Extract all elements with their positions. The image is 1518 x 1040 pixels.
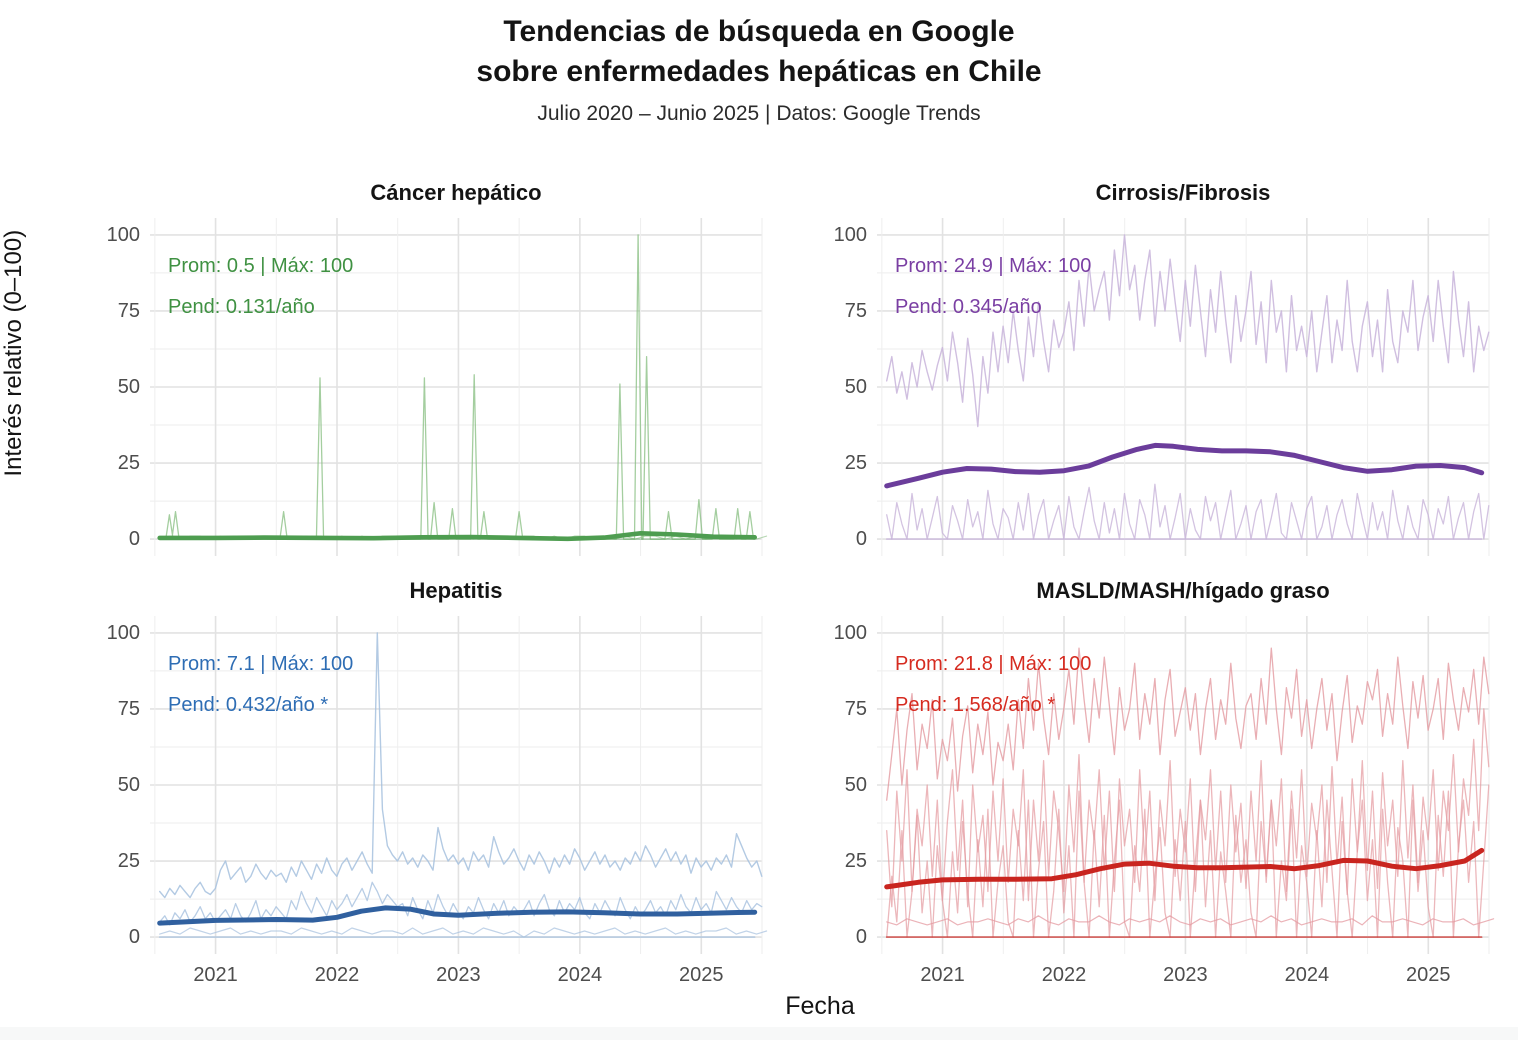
chart-title-line-2: sobre enfermedades hepáticas en Chile: [476, 55, 1042, 88]
y-tick-label: 100: [833, 223, 867, 246]
panel-cirrosis-fibrosis: Cirrosis/Fibrosis Prom: 24.9 | Máx: 100 …: [834, 180, 1490, 556]
x-tick-label: 2025: [679, 964, 724, 986]
y-tick-label: 25: [844, 452, 867, 475]
y-tick-label: 0: [855, 926, 867, 949]
y-tick-label: 25: [117, 452, 140, 475]
x-tick-label: 2021: [193, 964, 238, 986]
annotation-slope: Pend: 0.432/año *: [168, 694, 329, 716]
panel-title: Cáncer hepático: [370, 180, 542, 205]
panel-annotation: Prom: 24.9 | Máx: 100 Pend: 0.345/año: [895, 246, 1091, 328]
y-tick-label: 0: [128, 528, 140, 551]
y-tick-label: 75: [844, 299, 867, 322]
x-tick-label: 2024: [557, 964, 603, 986]
x-tick-label: 2023: [436, 964, 481, 986]
x-tick-label: 2022: [1041, 964, 1087, 986]
chart-canvas: [150, 616, 768, 954]
x-tick-label: 2025: [1406, 964, 1451, 986]
chart-canvas: [877, 616, 1495, 954]
y-tick-label: 75: [117, 697, 140, 720]
chart-subtitle: Julio 2020 – Junio 2025 | Datos: Google …: [537, 102, 981, 125]
y-tick-label: 0: [128, 926, 140, 949]
annotation-slope: Pend: 1.568/año *: [895, 694, 1056, 716]
chart-canvas: [877, 218, 1490, 556]
panel-title: Cirrosis/Fibrosis: [1095, 180, 1271, 205]
panel-title: MASLD/MASH/hígado graso: [1036, 578, 1330, 603]
y-tick-label: 100: [106, 223, 140, 246]
y-tick-label: 75: [844, 697, 867, 720]
y-tick-label: 100: [833, 621, 867, 644]
figure-header: Tendencias de búsqueda en Google sobre e…: [0, 12, 1518, 126]
panel-title: Hepatitis: [409, 578, 503, 603]
panel-annotation: Prom: 0.5 | Máx: 100 Pend: 0.131/año: [168, 246, 353, 328]
y-tick-label: 100: [106, 621, 140, 644]
y-tick-label: 25: [117, 850, 140, 873]
annotation-mean-max: Prom: 0.5 | Máx: 100: [168, 255, 354, 277]
y-tick-label: 50: [844, 376, 867, 398]
y-tick-label: 50: [117, 376, 140, 398]
annotation-mean-max: Prom: 24.9 | Máx: 100: [895, 255, 1092, 277]
chart-title-line-1: Tendencias de búsqueda en Google: [503, 15, 1015, 48]
annotation-mean-max: Prom: 21.8 | Máx: 100: [895, 653, 1092, 675]
x-tick-label: 2023: [1163, 964, 1208, 986]
x-tick-label: 2021: [920, 964, 965, 986]
panel-hepatitis: Hepatitis Prom: 7.1 | Máx: 100 Pend: 0.4…: [107, 578, 768, 986]
y-tick-label: 75: [117, 299, 140, 322]
panel-annotation: Prom: 21.8 | Máx: 100 Pend: 1.568/año *: [895, 644, 1091, 726]
y-tick-label: 25: [844, 850, 867, 873]
window-bottom-strip: [0, 1027, 1518, 1040]
y-tick-label: 50: [117, 774, 140, 796]
y-tick-label: 0: [855, 528, 867, 551]
x-tick-label: 2024: [1284, 964, 1330, 986]
annotation-slope: Pend: 0.131/año: [168, 296, 315, 318]
y-tick-label: 50: [844, 774, 867, 796]
annotation-mean-max: Prom: 7.1 | Máx: 100: [168, 653, 354, 675]
annotation-slope: Pend: 0.345/año: [895, 296, 1042, 318]
y-axis-title: Interés relativo (0–100): [0, 229, 27, 477]
panel-cancer-hepatico: Cáncer hepático Prom: 0.5 | Máx: 100 Pen…: [107, 180, 768, 556]
panel-masld-higado-graso: MASLD/MASH/hígado graso Prom: 21.8 | Máx…: [834, 578, 1495, 986]
x-tick-label: 2022: [314, 964, 360, 986]
panel-annotation: Prom: 7.1 | Máx: 100 Pend: 0.432/año *: [168, 644, 353, 726]
chart-canvas: [150, 218, 768, 556]
x-axis-title: Fecha: [785, 992, 855, 1020]
